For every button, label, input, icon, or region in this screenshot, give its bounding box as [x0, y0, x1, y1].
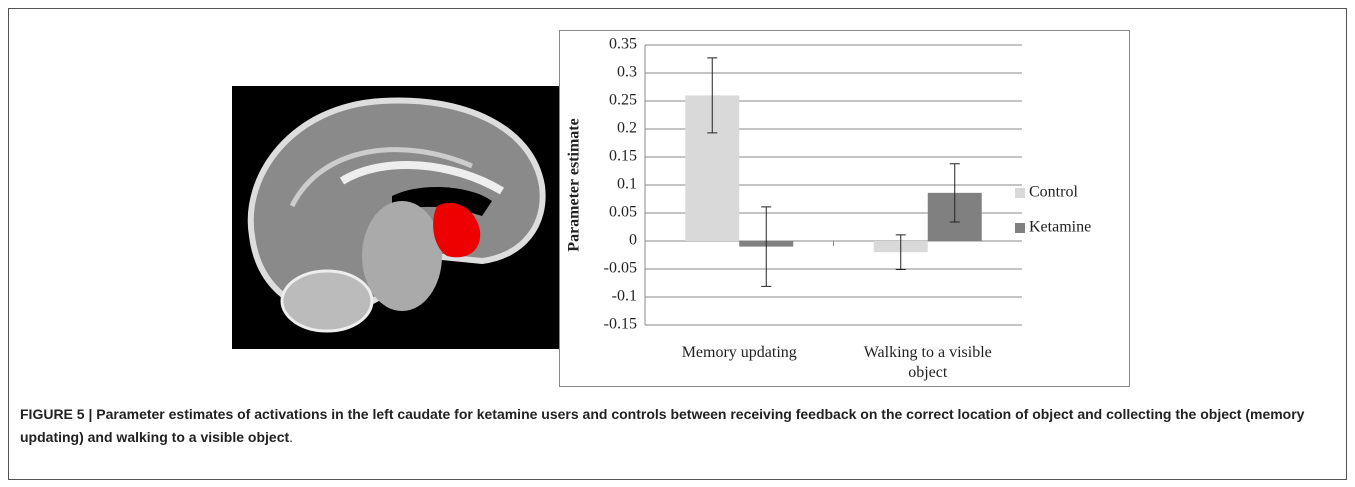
y-tick-label: -0.15 [604, 316, 637, 333]
legend-swatch [1015, 223, 1025, 233]
caption-bold: FIGURE 5 | Parameter estimates of activa… [20, 406, 1304, 445]
x-tick-label: Walking to a visible object [843, 343, 1013, 383]
y-tick-label: 0.2 [617, 120, 637, 137]
y-tick-label: 0.3 [617, 64, 637, 81]
y-tick-label: 0.15 [609, 148, 637, 165]
y-tick-label: 0 [629, 232, 637, 249]
y-tick-label: 0.25 [609, 92, 637, 109]
x-tick-label: Memory updating [654, 343, 824, 363]
y-tick-label: 0.35 [609, 36, 637, 53]
y-tick-label: -0.05 [604, 260, 637, 277]
legend-swatch [1015, 188, 1025, 198]
caption: FIGURE 5 | Parameter estimates of activa… [20, 403, 1340, 449]
legend-label: Ketamine [1029, 219, 1091, 236]
y-tick-label: -0.1 [612, 288, 637, 305]
y-axis-title: Parameter estimate [566, 118, 583, 251]
legend-label: Control [1029, 184, 1078, 201]
brain-image [232, 86, 569, 349]
y-tick-label: 0.1 [617, 176, 637, 193]
caption-tail: . [289, 429, 293, 445]
chart: Parameter estimate 0.35 0.3 0.25 0.2 0.15 0.1… [559, 30, 1131, 388]
y-tick-label: 0.05 [609, 204, 637, 221]
